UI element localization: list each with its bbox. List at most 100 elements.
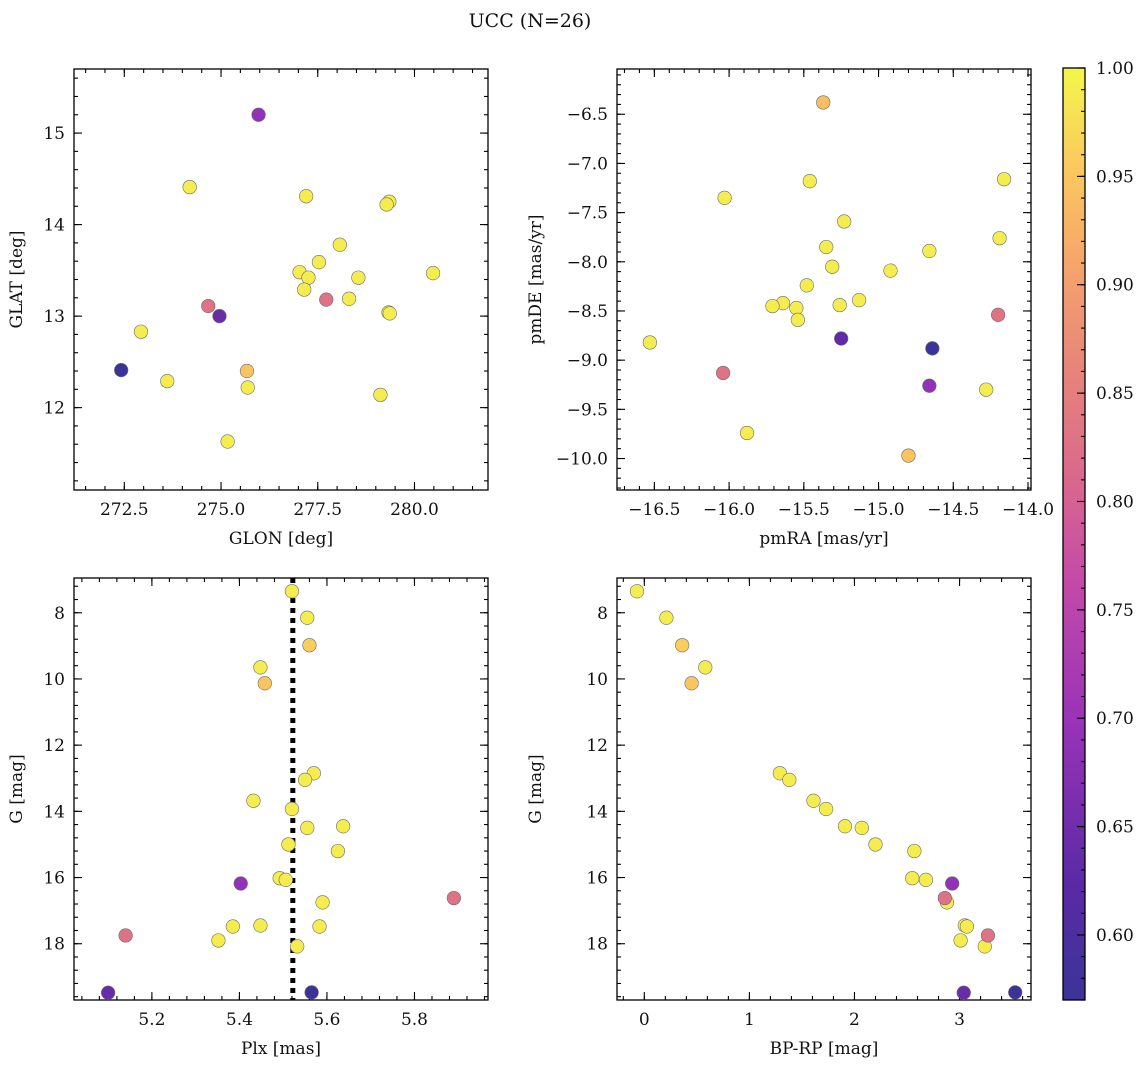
- scatter-point: [816, 95, 831, 110]
- scatter-point: [684, 676, 699, 691]
- scatter-point: [837, 819, 853, 834]
- y-tick-label: 18: [43, 935, 65, 955]
- x-axis-label: pmRA [mas/yr]: [759, 529, 888, 549]
- scatter-point: [284, 584, 300, 599]
- scatter-point: [991, 307, 1006, 323]
- scatter-point: [925, 341, 940, 356]
- scatter-point: [336, 819, 351, 834]
- scatter-point: [717, 190, 732, 205]
- scatter-point: [765, 298, 780, 314]
- scatter-point: [300, 820, 315, 835]
- scatter-point: [201, 298, 216, 314]
- scatter-point: [315, 895, 330, 910]
- scatter-point: [233, 876, 248, 891]
- x-tick-label: 5.6: [313, 1010, 340, 1030]
- scatter-point: [922, 378, 937, 393]
- scatter-point: [382, 306, 397, 321]
- scatter-point: [297, 772, 313, 787]
- y-tick-label: 14: [586, 802, 608, 822]
- scatter-point: [182, 179, 197, 195]
- plot-frame: [73, 68, 489, 491]
- scatter-point: [299, 189, 314, 204]
- x-tick-label: −16.0: [703, 500, 755, 520]
- x-tick-label: 1: [744, 1010, 755, 1030]
- scatter-point: [114, 363, 129, 378]
- scatter-point: [901, 448, 916, 463]
- scatter-point: [278, 872, 293, 887]
- x-tick-label: 280.0: [390, 500, 439, 520]
- colorbar-tick-label: 0.75: [1096, 601, 1134, 621]
- scatter-point: [312, 919, 327, 934]
- x-tick-label: 0: [639, 1010, 650, 1030]
- panel-plx-g: 5.2 5.4 5.6 5.8 8 10 12 14 16 18 Plx [mas] G [mag]: [7, 577, 489, 1059]
- y-tick-label: 18: [586, 935, 608, 955]
- scatter-point: [956, 985, 971, 1000]
- scatter-point: [922, 243, 937, 259]
- scatter-point: [659, 610, 674, 625]
- plot-area: [629, 584, 1023, 1000]
- scatter-point: [799, 278, 814, 293]
- scatter-point: [979, 382, 994, 397]
- colorbar-tick-label: 0.60: [1096, 926, 1134, 946]
- y-tick-label: 15: [43, 124, 65, 144]
- scatter-point: [937, 890, 952, 906]
- scatter-point: [425, 265, 441, 281]
- y-tick-label: 12: [43, 736, 65, 756]
- scatter-point: [834, 331, 849, 346]
- y-tick-label: 10: [586, 670, 608, 690]
- scatter-point: [300, 610, 315, 625]
- y-tick-label: 12: [586, 736, 608, 756]
- y-tick-label: 13: [43, 307, 65, 327]
- colorbar-tick-label: 0.95: [1096, 167, 1134, 187]
- scatter-point: [220, 434, 235, 449]
- figure-title: UCC (N=26): [469, 10, 592, 32]
- scatter-point: [789, 300, 804, 316]
- scatter-point: [918, 872, 934, 887]
- y-tick-label: 8: [597, 604, 608, 624]
- scatter-point: [782, 772, 797, 787]
- scatter-point: [225, 919, 240, 934]
- scatter-point: [240, 380, 255, 395]
- x-tick-label: −16.5: [628, 500, 680, 520]
- scatter-point: [996, 172, 1012, 187]
- scatter-point: [311, 255, 327, 270]
- scatter-point: [852, 293, 867, 308]
- scatter-point: [642, 335, 657, 350]
- scatter-point: [832, 297, 847, 313]
- x-tick-label: −14.5: [927, 500, 979, 520]
- x-tick-label: 5.8: [401, 1010, 428, 1030]
- y-tick-label: 16: [586, 869, 608, 889]
- scatter-point: [945, 876, 960, 891]
- x-tick-label: −14.0: [1002, 500, 1054, 520]
- x-tick-label: 275.0: [197, 500, 246, 520]
- plot-frame: [616, 577, 1032, 1001]
- scatter-point: [212, 309, 227, 324]
- x-tick-label: −15.5: [778, 500, 830, 520]
- colorbar-tick-label: 0.85: [1096, 384, 1134, 404]
- y-tick-label: −8.5: [567, 302, 608, 322]
- panel-glon-glat: 272.5 275.0 277.5 280.0 12 13 14 15 GLON [deg] GL…: [7, 68, 489, 549]
- colorbar-gradient: [1063, 68, 1085, 1000]
- y-axis-label: G [mag]: [7, 754, 27, 823]
- scatter-point: [837, 214, 852, 229]
- panel-pmra-pmde: −16.5 −16.0 −15.5 −15.0 −14.5 −14.0 −10.0 −9.5 −…: [526, 68, 1054, 549]
- scatter-point: [253, 660, 268, 675]
- plot-frame: [73, 577, 489, 1001]
- scatter-point: [290, 939, 305, 954]
- y-axis-label: pmDE [mas/yr]: [526, 214, 546, 344]
- plot-area: [114, 107, 441, 449]
- scatter-point: [959, 919, 975, 934]
- scatter-point: [319, 292, 334, 307]
- scatter-point: [907, 843, 922, 859]
- x-axis-label: GLON [deg]: [229, 529, 333, 549]
- colorbar-tick-label: 0.70: [1096, 709, 1134, 729]
- colorbar: 0.60 0.65 0.70 0.75 0.80 0.85 0.90 0.95 1.00: [1062, 59, 1134, 1001]
- scatter-point: [854, 820, 869, 835]
- scatter-point: [698, 660, 713, 675]
- x-axis-label: BP-RP [mag]: [770, 1039, 879, 1059]
- x-tick-label: 5.2: [138, 1010, 165, 1030]
- y-tick-label: 14: [43, 802, 65, 822]
- scatter-point: [251, 107, 266, 122]
